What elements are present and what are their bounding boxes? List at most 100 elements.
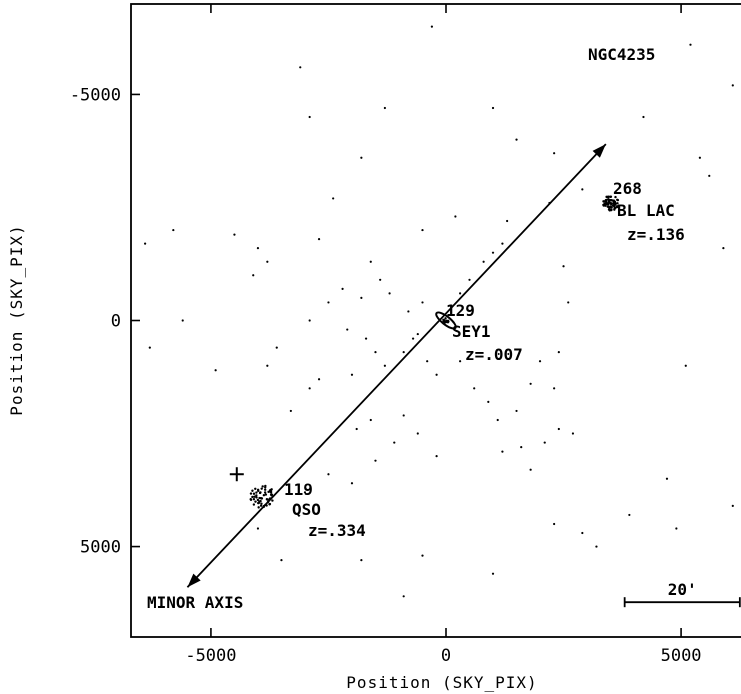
- field-point: [421, 554, 424, 557]
- arrow-head-start: [187, 573, 201, 588]
- field-point: [308, 319, 311, 322]
- field-point: [214, 369, 217, 372]
- source-id: 268: [613, 179, 642, 198]
- source-redshift: z=.136: [627, 225, 685, 244]
- source-point: [607, 200, 611, 203]
- source-point: [269, 491, 273, 494]
- source-point: [256, 498, 260, 502]
- field-point: [487, 400, 490, 403]
- source-point: [257, 501, 261, 504]
- source-point: [249, 498, 252, 501]
- source-point: [255, 494, 258, 497]
- field-point: [289, 409, 292, 413]
- field-point: [308, 115, 311, 119]
- source-point: [251, 489, 254, 492]
- field-point: [383, 106, 386, 110]
- field-point: [506, 219, 509, 223]
- field-point: [628, 513, 631, 517]
- source-point: [264, 486, 267, 489]
- source-point: [251, 495, 254, 499]
- field-point: [416, 432, 419, 435]
- field-point: [722, 247, 725, 250]
- field-point: [172, 228, 175, 232]
- source-point: [609, 195, 612, 198]
- field-point: [553, 152, 556, 155]
- source-point: [605, 195, 608, 199]
- field-point: [557, 427, 560, 431]
- field-point: [538, 360, 542, 363]
- field-point: [520, 446, 523, 449]
- source-point: [611, 204, 615, 207]
- field-point: [148, 346, 151, 349]
- source-point: [613, 203, 617, 206]
- field-point: [501, 450, 504, 453]
- source-point: [270, 488, 273, 491]
- field-point: [595, 545, 598, 548]
- field-point: [426, 360, 429, 363]
- source-point: [602, 203, 605, 207]
- source-label-268: 268 BL LAC z=.136: [613, 179, 685, 244]
- source-point: [259, 496, 263, 500]
- field-point: [144, 242, 147, 245]
- source-point: [444, 317, 447, 320]
- field-point: [256, 527, 260, 530]
- field-point: [482, 260, 485, 263]
- axes: -5000 0 5000 -5000 0 5000: [70, 4, 702, 666]
- source-point: [253, 495, 256, 498]
- field-point: [553, 387, 556, 390]
- arrow-head-end: [592, 144, 606, 158]
- field-point: [491, 251, 495, 254]
- source-point: [609, 201, 612, 205]
- source-point: [607, 203, 610, 206]
- field-point: [496, 418, 499, 422]
- field-point: [374, 459, 377, 462]
- field-point: [360, 559, 363, 562]
- field-point: [567, 301, 570, 304]
- minor-axis-label: MINOR AXIS: [147, 593, 243, 612]
- field-point: [327, 301, 330, 304]
- source-point: [255, 496, 258, 499]
- field-point: [364, 337, 368, 340]
- field-point: [557, 351, 560, 354]
- source-name: BL LAC: [617, 201, 675, 220]
- field-point: [491, 106, 495, 110]
- source-point: [252, 503, 256, 506]
- source-point: [604, 198, 608, 202]
- source-point: [262, 494, 266, 497]
- scale-bar-label: 20': [668, 580, 697, 599]
- source-point: [260, 487, 263, 490]
- field-point: [515, 409, 518, 413]
- x-tick-label: 5000: [661, 646, 702, 666]
- field-point: [252, 274, 255, 277]
- field-point: [665, 477, 669, 480]
- field-point: [181, 319, 184, 322]
- field-point: [360, 156, 363, 159]
- field-point: [350, 482, 354, 485]
- field-point: [346, 328, 349, 331]
- source-point: [259, 504, 263, 507]
- source-point: [607, 195, 610, 198]
- field-point: [416, 332, 419, 336]
- cross-marker: [229, 467, 244, 482]
- field-point: [501, 242, 504, 245]
- field-point: [299, 66, 302, 69]
- field-point: [393, 441, 396, 444]
- field-point: [675, 527, 678, 530]
- field-point: [266, 260, 269, 263]
- field-point: [689, 43, 692, 46]
- source-name: SEY1: [452, 322, 491, 341]
- source-point: [615, 198, 619, 201]
- field-point: [327, 473, 330, 476]
- field-point: [402, 351, 405, 354]
- source-point: [614, 206, 617, 209]
- source-point: [255, 491, 258, 494]
- field-point: [332, 197, 335, 200]
- field-point: [543, 441, 546, 444]
- source-point: [263, 488, 267, 491]
- source-point: [254, 487, 257, 490]
- field-point: [731, 84, 734, 87]
- field-point: [459, 292, 462, 295]
- field-point: [383, 364, 386, 367]
- source-point: [446, 321, 450, 324]
- source-point: [259, 499, 262, 503]
